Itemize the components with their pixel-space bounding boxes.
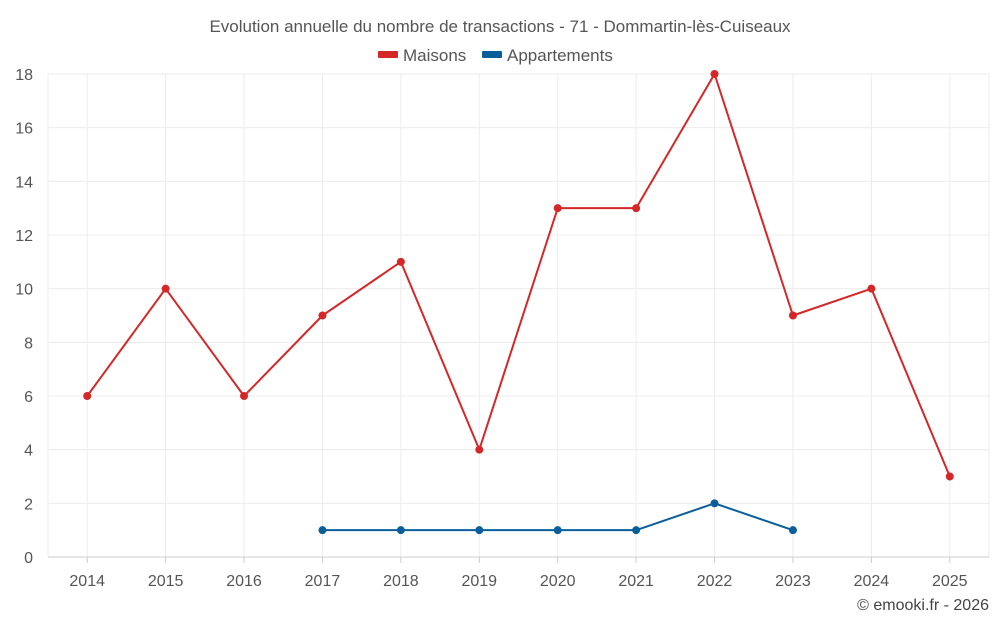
axes: 0 2 4 6 8 10 12 14 16 18 2014 2015 2016 2017 2018 2019 2… <box>15 67 989 590</box>
data-point-appartements[interactable] <box>318 526 327 535</box>
credit-text: © emooki.fr - 2026 <box>857 597 989 614</box>
series <box>83 70 954 535</box>
series-maisons <box>83 70 954 481</box>
data-point-maisons[interactable] <box>788 311 797 320</box>
legend: Maisons Appartements <box>378 46 613 65</box>
y-tick-label: 0 <box>24 550 33 567</box>
data-point-appartements[interactable] <box>396 526 405 535</box>
y-tick-label: 18 <box>15 67 33 84</box>
x-tick-label: 2015 <box>148 573 184 590</box>
y-tick-label: 8 <box>24 335 33 352</box>
y-tick-label: 12 <box>15 228 33 245</box>
x-tick-label: 2022 <box>697 573 733 590</box>
data-point-maisons[interactable] <box>83 392 92 400</box>
y-tick-label: 14 <box>15 174 33 191</box>
chart-title: Evolution annuelle du nombre de transact… <box>209 17 791 36</box>
y-tick-label: 10 <box>15 282 33 299</box>
data-point-maisons[interactable] <box>632 204 641 213</box>
x-tick-label: 2016 <box>226 573 262 590</box>
data-point-maisons[interactable] <box>161 284 170 293</box>
legend-swatch-maisons <box>378 51 398 58</box>
data-point-maisons[interactable] <box>318 311 327 320</box>
y-tick-label: 6 <box>24 389 33 406</box>
x-tick-label: 2025 <box>932 573 968 590</box>
data-point-appartements[interactable] <box>710 499 719 508</box>
x-tick-label: 2023 <box>775 573 811 590</box>
data-point-maisons[interactable] <box>240 392 249 400</box>
grid <box>47 73 990 557</box>
data-point-maisons[interactable] <box>396 257 405 266</box>
x-tick-label: 2017 <box>305 573 341 590</box>
series-line-maisons <box>86 73 951 477</box>
legend-label-appartements: Appartements <box>507 46 613 65</box>
legend-label-maisons: Maisons <box>403 46 466 65</box>
y-tick-label: 2 <box>24 496 33 513</box>
data-point-appartements[interactable] <box>475 526 484 535</box>
x-tick-label: 2018 <box>383 573 419 590</box>
data-point-maisons[interactable] <box>553 204 562 213</box>
x-tick-label: 2021 <box>618 573 654 590</box>
y-tick-label: 16 <box>15 121 33 138</box>
legend-swatch-appartements <box>482 51 502 58</box>
data-point-maisons[interactable] <box>475 445 484 454</box>
x-tick-label: 2020 <box>540 573 576 590</box>
x-tick-label: 2024 <box>854 573 890 590</box>
data-point-appartements[interactable] <box>553 526 562 535</box>
data-point-maisons[interactable] <box>945 472 954 481</box>
x-tick-label: 2014 <box>69 573 105 590</box>
data-point-maisons[interactable] <box>867 284 876 293</box>
data-point-appartements[interactable] <box>788 526 797 535</box>
x-tick-label: 2019 <box>461 573 497 590</box>
data-point-maisons[interactable] <box>710 70 719 78</box>
series-appartements <box>318 499 797 535</box>
data-point-appartements[interactable] <box>632 526 641 535</box>
y-tick-label: 4 <box>24 443 33 460</box>
